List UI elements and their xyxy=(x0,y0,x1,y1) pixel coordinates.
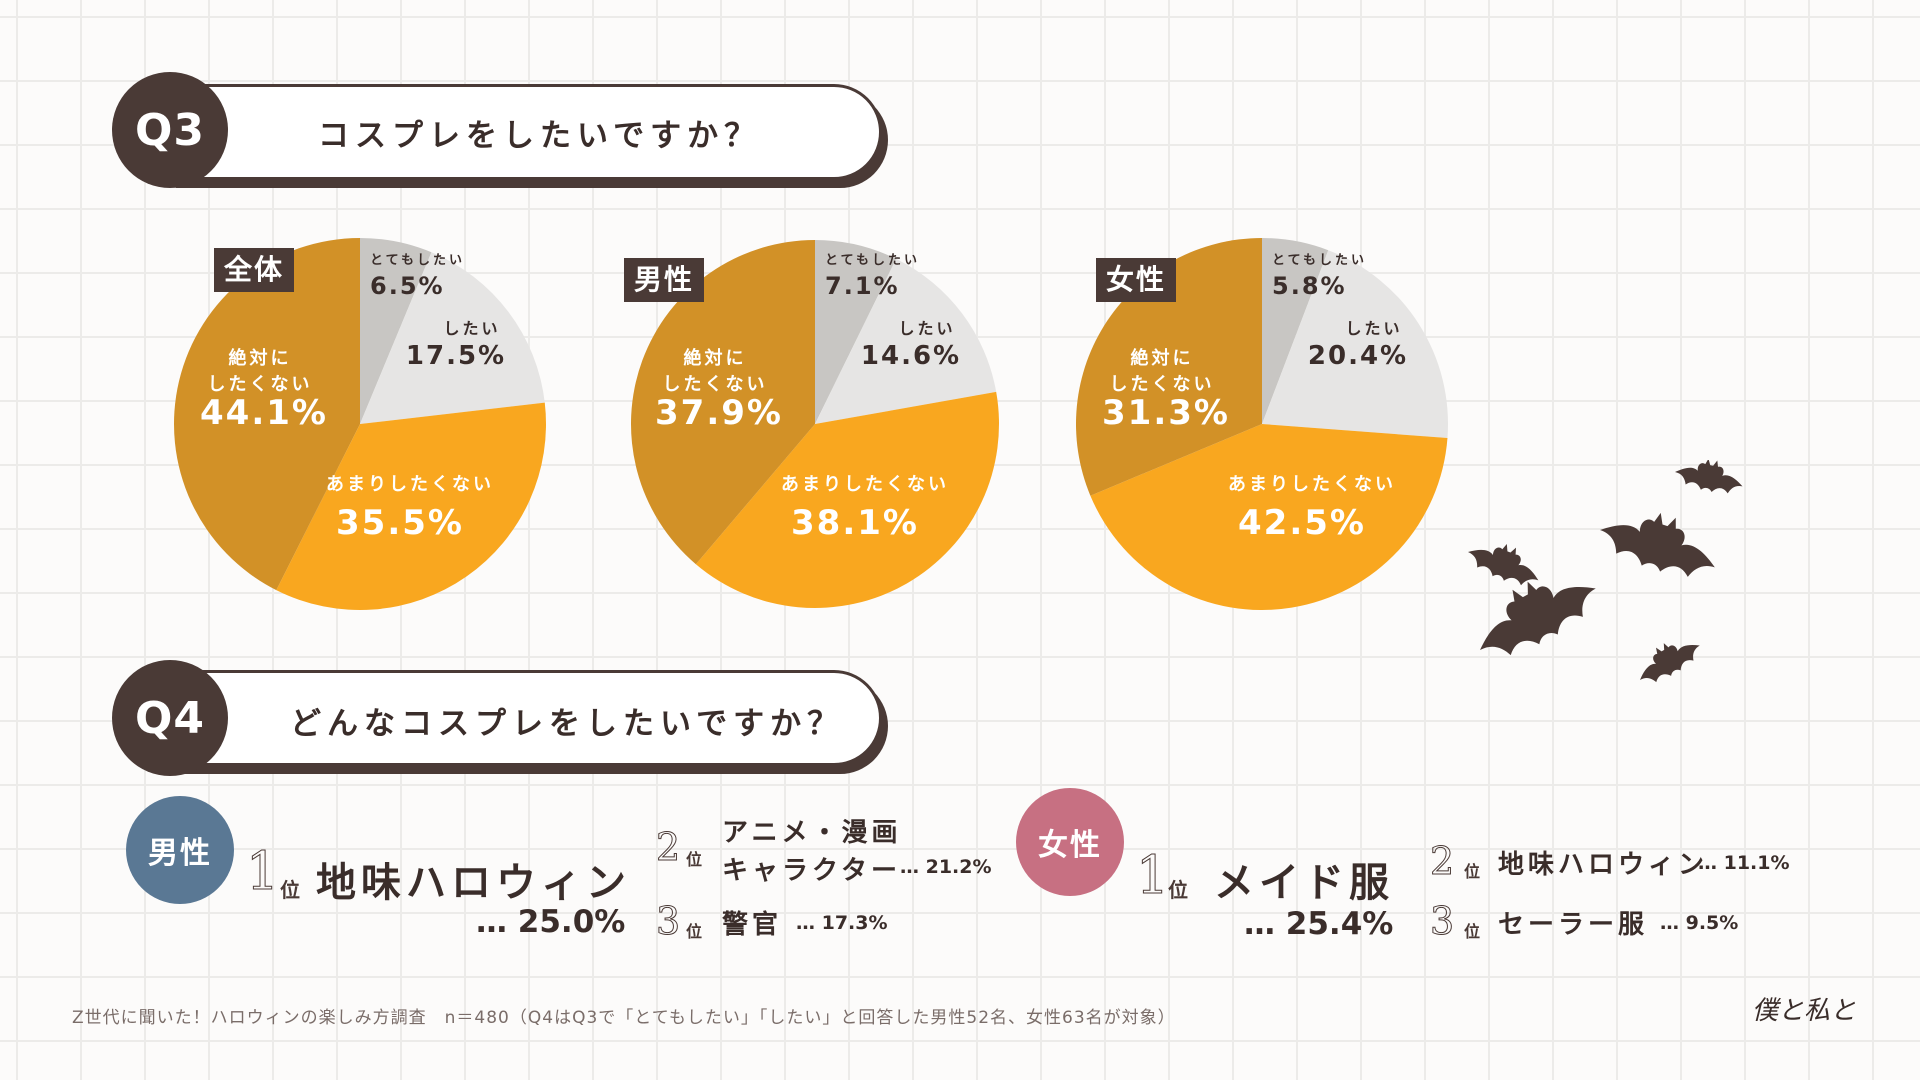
pie-1-value-never: 37.9% xyxy=(655,393,783,433)
bat-icon xyxy=(1630,628,1706,691)
male-rank2-name-line2: キャラクター xyxy=(722,856,901,886)
female-rank3-suffix: 位 xyxy=(1464,922,1481,941)
pie-1-slice-never xyxy=(631,240,815,565)
female-rank2-suffix: 位 xyxy=(1464,862,1481,881)
q3-question: コスプレをしたいですか？ xyxy=(318,118,762,154)
survey-footnote: Z世代に聞いた！ハロウィンの楽しみ方調査 n＝480（Q4はQ3で「とてもしたい… xyxy=(72,1008,1176,1028)
pie-0-slice-very-want xyxy=(360,238,432,424)
pie-0-value-very-want: 6.5% xyxy=(370,272,445,300)
pie-0-label-never: 絶対に xyxy=(229,347,292,369)
q4-header-bar xyxy=(170,670,888,774)
pie-0-value-want: 17.5% xyxy=(406,341,506,371)
pie-2-slice-not-really xyxy=(1090,424,1448,610)
pie-0-value-never: 44.1% xyxy=(200,393,328,433)
female-rank1-number: 1 xyxy=(1135,846,1170,906)
male-rank1-percent: … 25.0% xyxy=(476,904,626,940)
male-rank1-name: 地味ハロウィン xyxy=(316,860,631,906)
pie-1-label-never: したくない xyxy=(663,374,768,395)
q3-header-bar xyxy=(170,84,888,188)
pie-2-label-never: したくない xyxy=(1110,374,1215,395)
pie-2-value-not-really: 42.5% xyxy=(1238,503,1366,543)
female-rank2-percent: … 11.1% xyxy=(1698,852,1790,874)
pie-0-value-not-really: 35.5% xyxy=(336,503,464,543)
male-rank3-percent: … 17.3% xyxy=(796,912,888,934)
bats-illustration xyxy=(1462,460,1747,691)
pie-1-slice-not-really xyxy=(695,391,999,609)
pie-2-value-very-want: 5.8% xyxy=(1272,272,1347,300)
female-rank1-suffix: 位 xyxy=(1168,878,1188,902)
female-rank2-number: 2 xyxy=(1429,839,1455,883)
pie-1-slice-want xyxy=(815,258,997,424)
pie-0-label-never: したくない xyxy=(208,374,313,395)
male-rank2-name-line1: アニメ・漫画 xyxy=(722,818,902,848)
pie-1-label-never: 絶対に xyxy=(684,347,747,369)
pie-2-value-never: 31.3% xyxy=(1102,393,1230,433)
pie-1-value-want: 14.6% xyxy=(861,341,961,371)
pie-0-slice-never xyxy=(174,238,360,591)
female-rank3-name: セーラー服 xyxy=(1498,910,1649,940)
female-badge: 女性 xyxy=(1016,788,1124,896)
pie-2-value-want: 20.4% xyxy=(1308,341,1408,371)
pie-0-slice-want xyxy=(360,252,545,424)
pie-2-label-never: 絶対に xyxy=(1131,347,1194,369)
bat-icon xyxy=(1672,460,1747,499)
pie-0-label-want: したい xyxy=(443,319,500,338)
male-rank3-number: 3 xyxy=(655,899,681,943)
brand-logo: 僕と私と xyxy=(1752,996,1857,1026)
pie-0-label-not-really: あまりしたくない xyxy=(326,474,494,495)
pie-title-male: 男性 xyxy=(624,258,705,302)
male-rank3-suffix: 位 xyxy=(686,922,703,941)
pie-title-all: 全体 xyxy=(214,248,295,292)
pie-0-label-very-want: とてもしたい xyxy=(370,253,465,268)
pie-title-female: 女性 xyxy=(1096,258,1177,302)
pie-2-slice-never xyxy=(1075,238,1262,496)
pie-2-slice-very-want xyxy=(1262,238,1329,424)
male-rank3-name: 警官 xyxy=(722,910,783,940)
pie-2-slice-want xyxy=(1262,250,1449,439)
q4-question: どんなコスプレをしたいですか？ xyxy=(290,706,845,742)
pie-1-value-very-want: 7.1% xyxy=(825,272,900,300)
pie-2-label-not-really: あまりしたくない xyxy=(1228,474,1396,495)
male-rank2-suffix: 位 xyxy=(686,850,703,869)
pie-1-slice-very-want xyxy=(815,240,897,424)
pie-1-label-want: したい xyxy=(898,319,955,338)
q4-badge: Q4 xyxy=(112,660,228,776)
male-rank2-number: 2 xyxy=(655,825,681,869)
bat-icon xyxy=(1593,496,1726,588)
female-rank1-name: メイド服 xyxy=(1214,860,1394,906)
male-rank1-number: 1 xyxy=(245,842,280,902)
female-rank3-percent: … 9.5% xyxy=(1660,912,1739,934)
male-badge: 男性 xyxy=(126,796,234,904)
female-rank1-percent: … 25.4% xyxy=(1244,906,1394,942)
female-rank2-name: 地味ハロウィン xyxy=(1498,850,1709,880)
female-rank3-number: 3 xyxy=(1429,899,1455,943)
pie-2-label-want: したい xyxy=(1345,319,1402,338)
male-rank2-percent: … 21.2% xyxy=(900,856,992,878)
q3-badge: Q3 xyxy=(112,72,228,188)
bat-icon xyxy=(1463,531,1547,593)
pie-2-label-very-want: とてもしたい xyxy=(1272,253,1367,268)
male-rank1-suffix: 位 xyxy=(280,878,300,902)
pie-1-label-not-really: あまりしたくない xyxy=(781,474,949,495)
bat-icon xyxy=(1462,554,1607,671)
pie-1-value-not-really: 38.1% xyxy=(791,503,919,543)
pie-1-label-very-want: とてもしたい xyxy=(825,253,920,268)
pie-0-slice-not-really xyxy=(276,402,546,610)
